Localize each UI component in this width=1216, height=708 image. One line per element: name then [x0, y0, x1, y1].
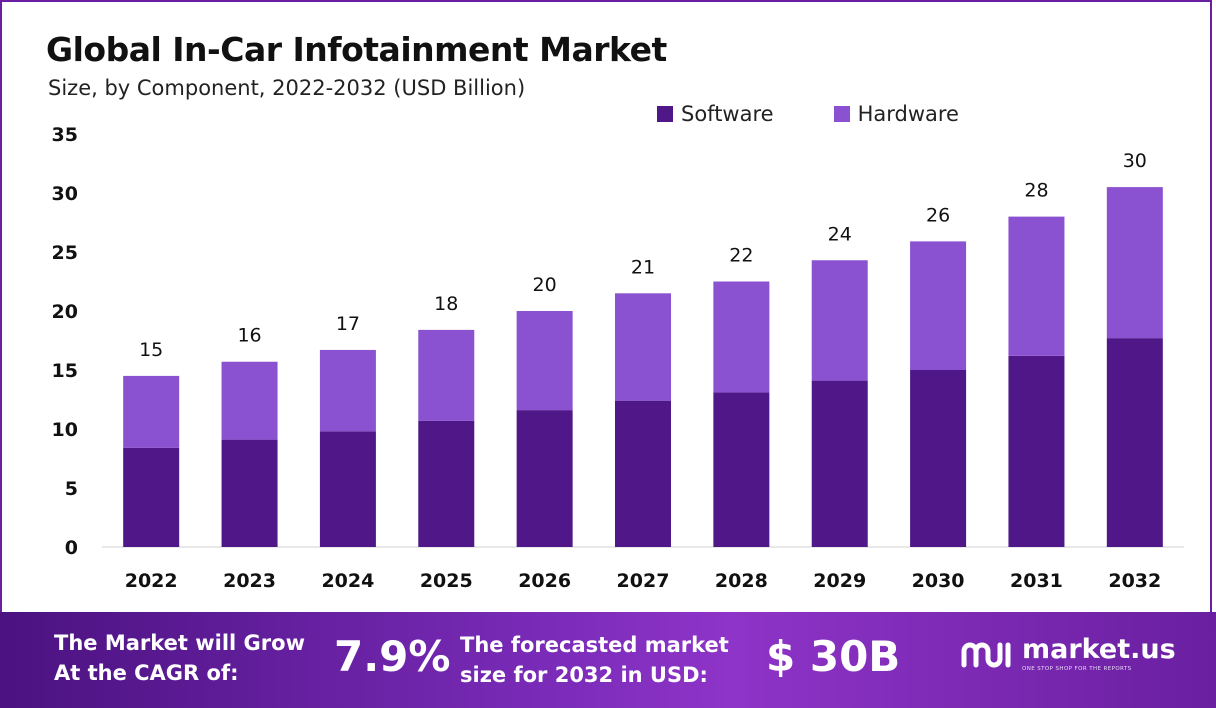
bar-hardware-2022: [123, 375, 180, 448]
cagr-label-line1: The Market will Grow: [54, 631, 305, 655]
x-tick-label: 2031: [1010, 570, 1063, 592]
x-tick-label: 2025: [420, 570, 473, 592]
cagr-value: 7.9%: [334, 632, 451, 681]
market-us-logo-icon: [961, 642, 1011, 668]
y-tick-label: 25: [52, 242, 78, 264]
bar-software-2027: [615, 400, 671, 547]
brand-tagline: ONE STOP SHOP FOR THE REPORTS: [1022, 666, 1132, 672]
legend-swatch-hardware: [833, 106, 850, 122]
y-tick-label: 15: [52, 360, 78, 382]
x-tick-label: 2032: [1108, 570, 1161, 592]
forecast-label: The forecasted market size for 2032 in U…: [460, 630, 729, 690]
y-tick-label: 20: [52, 301, 78, 323]
y-tick-label: 0: [65, 537, 78, 559]
data-label-total: 16: [237, 325, 261, 347]
y-tick-label: 30: [52, 183, 78, 205]
bar-hardware-2030: [910, 241, 967, 370]
cagr-label-line2: At the CAGR of:: [54, 661, 239, 685]
bar-hardware-2026: [516, 311, 573, 411]
bar-hardware-2029: [811, 260, 868, 381]
bar-software-2023: [221, 439, 278, 547]
y-tick-label: 35: [52, 124, 78, 146]
brand-name: market.us: [1022, 634, 1176, 665]
x-tick-label: 2022: [125, 570, 178, 592]
summary-banner: The Market will Grow At the CAGR of: 7.9…: [0, 612, 1216, 708]
bar-software-2032: [1106, 338, 1163, 547]
bar-hardware-2028: [713, 281, 770, 393]
forecast-label-line2: size for 2032 in USD:: [460, 663, 708, 687]
chart-title: Global In-Car Infotainment Market: [46, 30, 667, 69]
legend-label-hardware: Hardware: [857, 102, 959, 126]
chart-legend: Software Hardware: [657, 102, 1019, 126]
bar-software-2025: [418, 420, 475, 547]
forecast-value: $ 30B: [766, 632, 901, 681]
bar-software-2022: [123, 447, 180, 547]
x-tick-label: 2030: [912, 570, 965, 592]
bar-software-2026: [516, 410, 573, 547]
y-tick-label: 5: [65, 478, 78, 500]
x-tick-label: 2026: [518, 570, 571, 592]
data-label-total: 20: [533, 274, 557, 296]
x-tick-label: 2023: [223, 570, 276, 592]
x-tick-label: 2027: [617, 570, 670, 592]
legend-item-hardware[interactable]: Hardware: [833, 102, 959, 126]
chart-subtitle: Size, by Component, 2022-2032 (USD Billi…: [48, 76, 526, 100]
x-tick-label: 2028: [715, 570, 768, 592]
data-label-total: 15: [139, 339, 163, 361]
data-label-total: 22: [729, 245, 753, 267]
legend-label-software: Software: [681, 102, 774, 126]
data-label-total: 18: [434, 293, 458, 315]
data-label-total: 26: [926, 204, 950, 226]
bar-hardware-2024: [319, 349, 376, 432]
forecast-label-line1: The forecasted market: [460, 633, 729, 657]
data-label-total: 17: [336, 313, 360, 335]
legend-swatch-software: [657, 106, 673, 122]
bar-software-2029: [811, 380, 868, 547]
bar-hardware-2031: [1008, 216, 1065, 356]
bar-hardware-2032: [1106, 187, 1163, 339]
bar-software-2028: [713, 392, 770, 547]
bar-hardware-2025: [418, 329, 475, 421]
data-label-total: 28: [1024, 180, 1048, 202]
x-tick-label: 2024: [321, 570, 374, 592]
market-us-logo[interactable]: market.us ONE STOP SHOP FOR THE REPORTS: [960, 636, 1176, 672]
data-label-total: 24: [828, 223, 852, 245]
data-label-total: 21: [631, 256, 655, 278]
bar-software-2031: [1008, 355, 1065, 547]
x-tick-label: 2029: [813, 570, 866, 592]
legend-item-software[interactable]: Software: [657, 102, 774, 126]
cagr-label: The Market will Grow At the CAGR of:: [54, 628, 305, 688]
stacked-bar-chart: 0510152025303515202216202317202418202520…: [52, 124, 1184, 592]
bar-hardware-2027: [615, 293, 671, 401]
bar-software-2024: [319, 431, 376, 547]
data-label-total: 30: [1123, 150, 1147, 172]
y-tick-label: 10: [52, 419, 78, 441]
bar-software-2030: [910, 370, 967, 547]
bar-hardware-2023: [221, 361, 278, 440]
